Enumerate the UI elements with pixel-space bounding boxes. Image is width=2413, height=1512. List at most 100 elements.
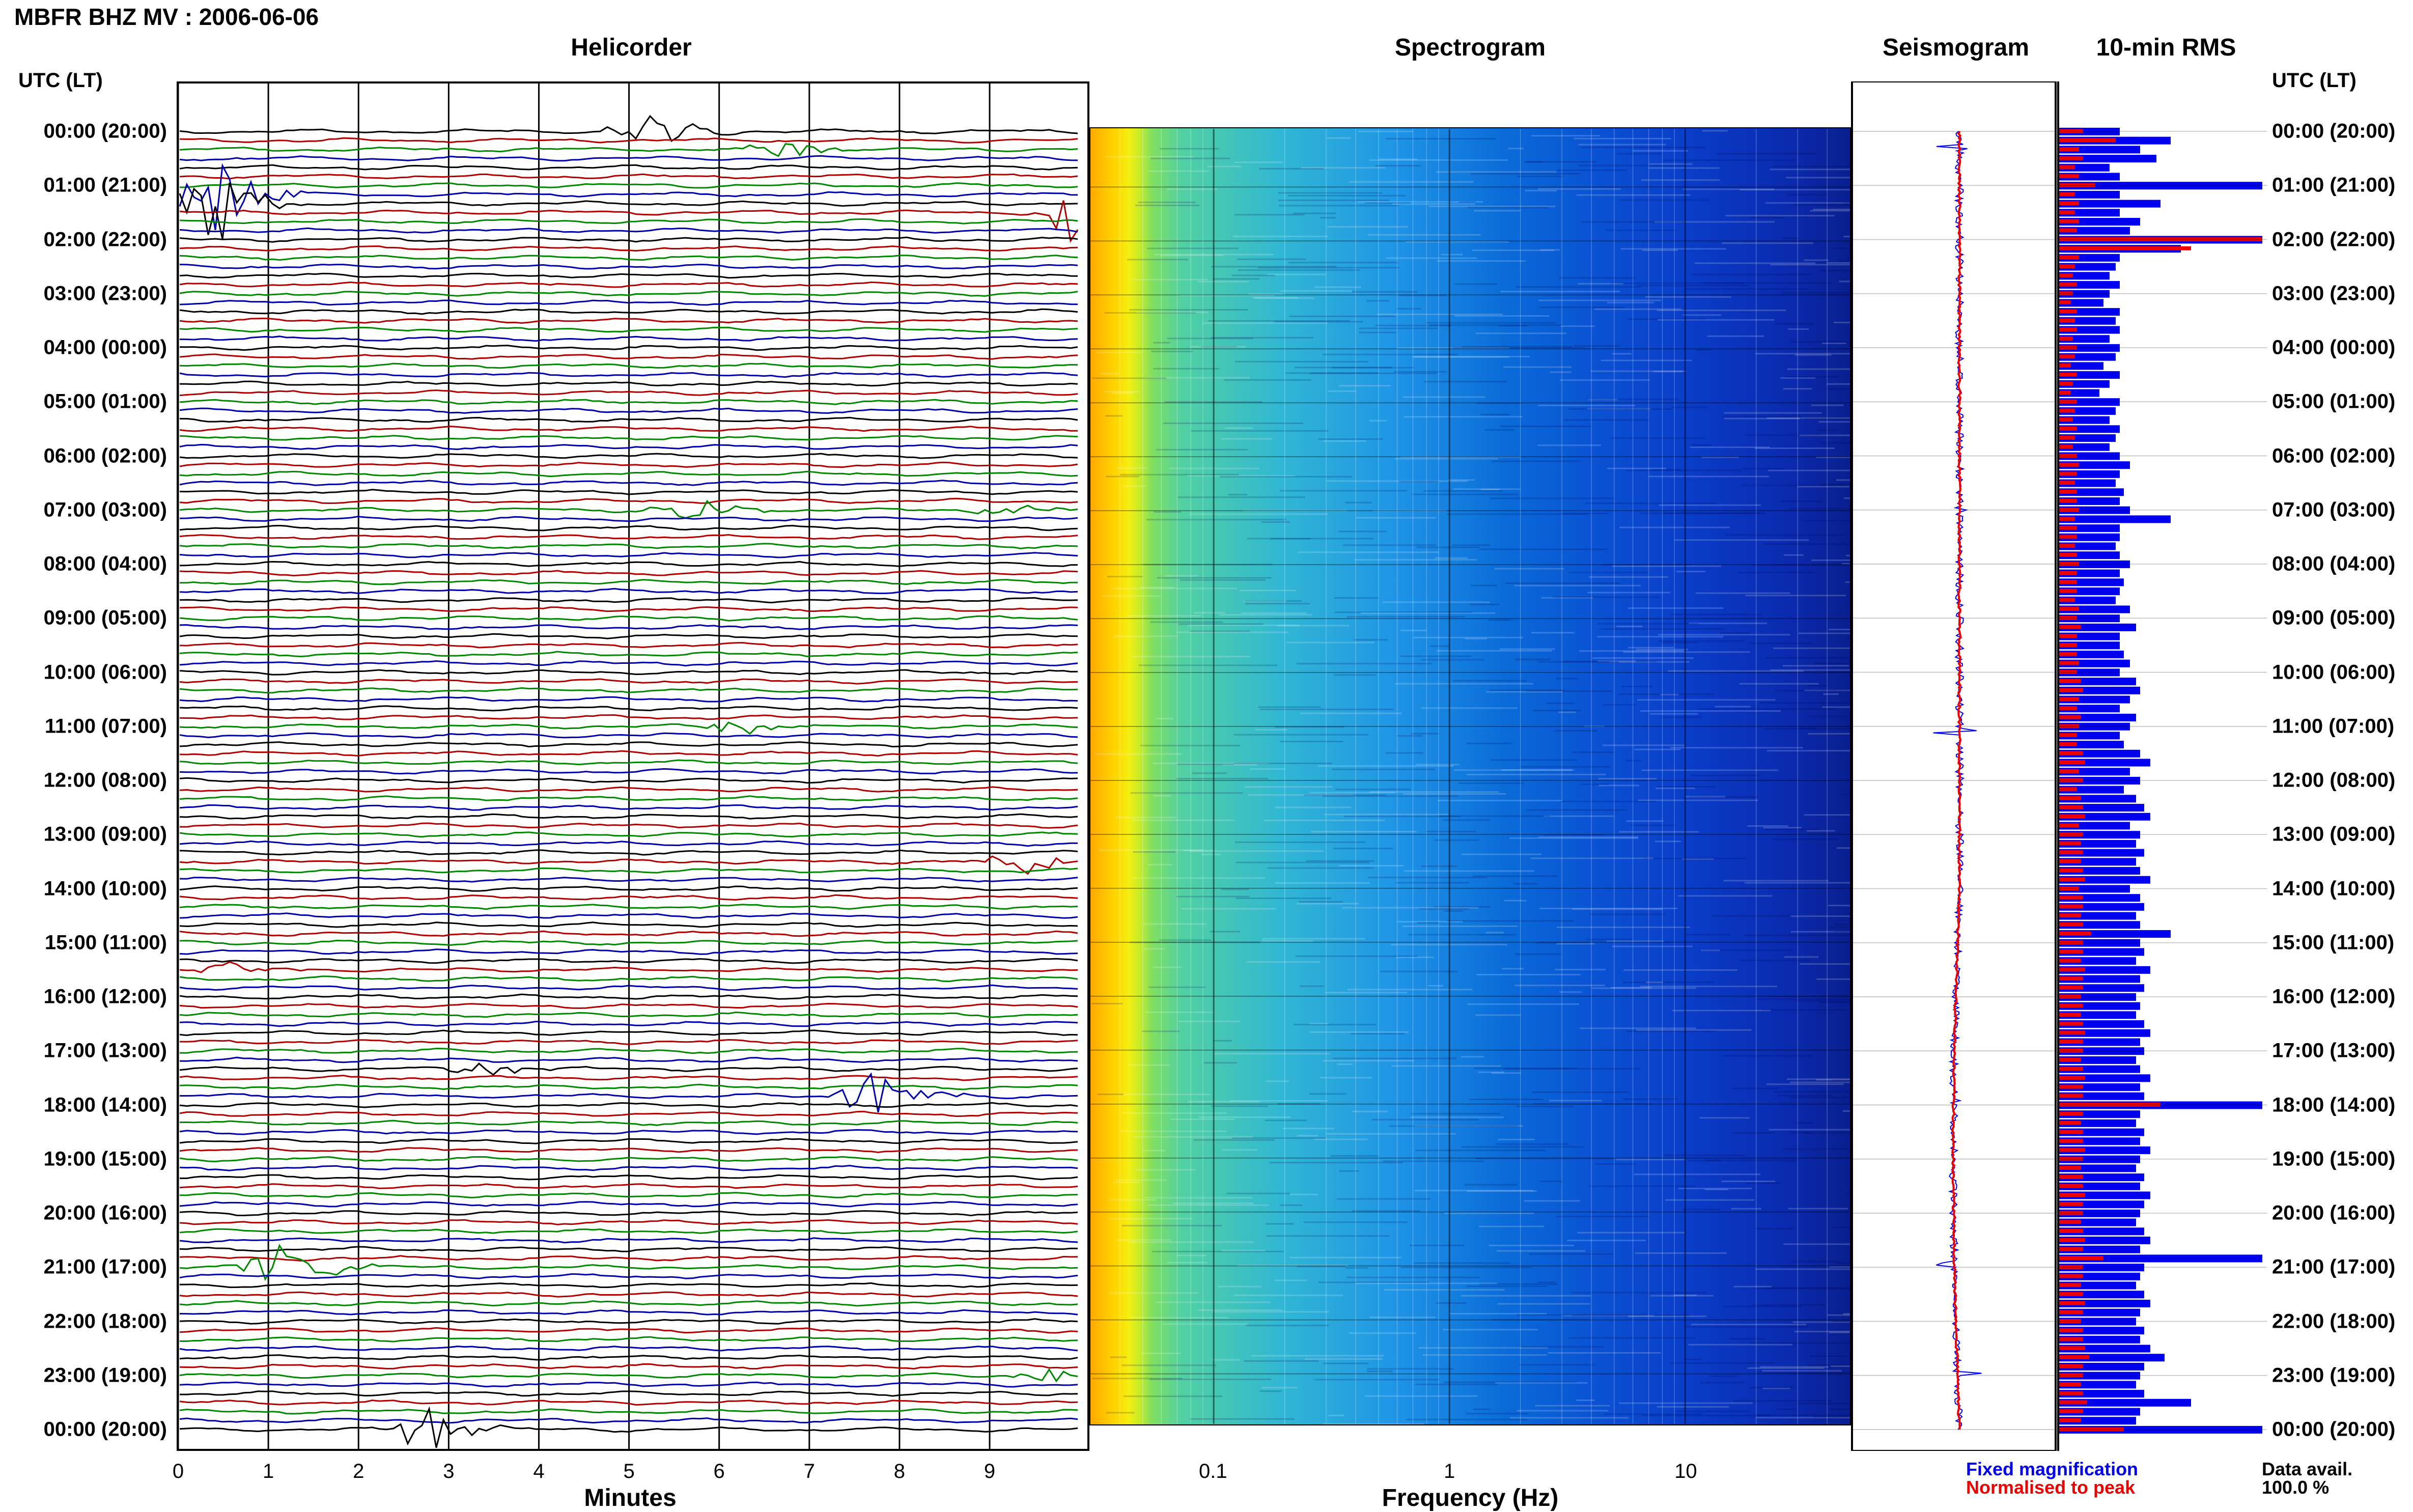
helicorder-trace [179, 345, 1078, 351]
rms-normalised-bar [2059, 517, 2075, 521]
spectrogram-streak [1747, 825, 1788, 827]
spectrogram-streak [1524, 161, 1543, 163]
rms-normalised-bar [2059, 579, 2077, 584]
helicorder-trace [179, 705, 1078, 712]
spectrogram-streak [1475, 1014, 1521, 1016]
spectrogram-streak [1537, 661, 1610, 663]
spectrogram-streak [1765, 657, 1850, 659]
spectrogram-streak [1704, 282, 1831, 284]
spectrogram-streak [1369, 1317, 1436, 1319]
spectrogram-streak [1498, 1138, 1535, 1140]
spectrogram-streak [1421, 659, 1484, 661]
helicorder-trace [179, 687, 1078, 694]
spectrogram-streak [1300, 712, 1402, 714]
spectrogram-streak [1347, 989, 1473, 991]
helicorder-trace [179, 660, 1078, 667]
spectrogram-streak [1151, 350, 1193, 352]
spectrogram-streak [1606, 229, 1675, 231]
time-label-right: 16:00 (12:00) [2272, 985, 2396, 1008]
rms-normalised-bar [2059, 967, 2085, 972]
rms-normalised-bar [2059, 688, 2083, 692]
spectrogram-streak [1136, 311, 1209, 313]
spectrogram-streak [1252, 297, 1298, 299]
helicorder-trace [180, 416, 1078, 423]
helicorder-trace [179, 291, 1078, 297]
spectrogram-streak [1749, 1386, 1793, 1388]
spectrogram-streak [1140, 586, 1174, 589]
spectrogram-streak [1500, 425, 1592, 427]
rms-fixed-bar [2059, 200, 2161, 208]
spectrogram-streak [1591, 987, 1696, 989]
rms-normalised-bar [2059, 1012, 2081, 1017]
spectrogram-streak [1170, 1118, 1235, 1121]
spectrogram-streak [1301, 167, 1386, 169]
spectrogram-streak [1234, 763, 1332, 765]
spectrogram-streak [1453, 680, 1527, 682]
spectrogram-streak [1106, 1412, 1135, 1414]
spectrogram-streak [1115, 817, 1177, 819]
spectrogram-streak [1827, 1314, 1850, 1316]
rms-normalised-bar [2059, 454, 2077, 458]
spectrogram-streak [1413, 636, 1523, 638]
time-label-left: 13:00 (09:00) [43, 823, 167, 846]
spectrogram-streak [1430, 645, 1449, 647]
spectrogram-streak [1436, 1302, 1467, 1304]
spectrogram-streak [1241, 612, 1307, 614]
helicorder-trace [179, 1129, 1078, 1135]
rms-normalised-bar [2059, 426, 2077, 431]
spectrogram-streak [1419, 908, 1469, 910]
spectrogram-streak [1379, 158, 1418, 160]
spectrogram-streak [1095, 753, 1182, 755]
spectrogram-streak [1830, 1365, 1850, 1367]
time-label-left: 18:00 (14:00) [43, 1094, 167, 1116]
spectrogram-streak [1303, 1221, 1408, 1223]
spectrogram-streak [1755, 353, 1850, 355]
spectrogram-streak [1238, 1265, 1349, 1267]
helicorder-xtick: 4 [533, 1460, 545, 1482]
spectrogram-streak [1298, 551, 1439, 553]
spectrogram-streak [1682, 188, 1775, 190]
spectrogram-streak [1306, 860, 1374, 862]
spectrogram-streak [1497, 1303, 1590, 1305]
rms-normalised-bar [2059, 1130, 2083, 1134]
spectrogram-streak [1836, 1262, 1850, 1264]
spectrogram-streak [1798, 486, 1849, 488]
spectrogram-streak [1830, 1408, 1850, 1410]
spectrogram-streak [1723, 1305, 1802, 1307]
spectrogram-streak [1221, 1149, 1258, 1151]
rms-normalised-bar [2059, 1121, 2081, 1125]
spectrogram-streak [1318, 438, 1383, 440]
rms-normalised-bar [2059, 363, 2071, 368]
spectrogram-streak [1755, 1414, 1850, 1416]
spectrogram-streak [1579, 164, 1684, 166]
time-label-left: 22:00 (18:00) [43, 1310, 167, 1332]
spectrogram-streak [1243, 600, 1287, 602]
helicorder-trace [179, 1327, 1078, 1334]
helicorder-title: Helicorder [571, 34, 692, 61]
spectrogram-streak [1096, 351, 1142, 353]
helicorder-trace [179, 855, 1078, 875]
spectrogram-streak [1663, 159, 1795, 161]
spectrogram-streak [1151, 157, 1230, 159]
spectrogram-streak [1266, 1235, 1390, 1237]
time-label-right: 07:00 (03:00) [2272, 498, 2396, 521]
spectrogram-streak [1267, 273, 1326, 275]
spectrogram-streak [1412, 356, 1509, 358]
time-label-left: 19:00 (15:00) [43, 1147, 167, 1170]
spectrogram-streak [1607, 301, 1654, 303]
spectrogram-streak [1338, 385, 1391, 387]
spectrogram-streak [1166, 188, 1218, 190]
helicorder-trace [179, 1164, 1078, 1171]
time-label-right: 18:00 (14:00) [2272, 1094, 2396, 1116]
spectrogram-streak [1314, 1379, 1440, 1381]
rms-normalised-bar [2059, 535, 2077, 539]
spectrogram-streak [1543, 834, 1605, 836]
helicorder-trace [179, 894, 1078, 901]
rms-normalised-bar [2059, 129, 2083, 133]
helicorder-trace [179, 426, 1078, 432]
spectrogram-streak [1830, 927, 1850, 929]
spectrogram-streak [1135, 205, 1200, 207]
spectrogram-streak [1536, 942, 1589, 944]
spectrogram-streak [1395, 458, 1498, 460]
spectrogram-streak [1568, 571, 1648, 573]
